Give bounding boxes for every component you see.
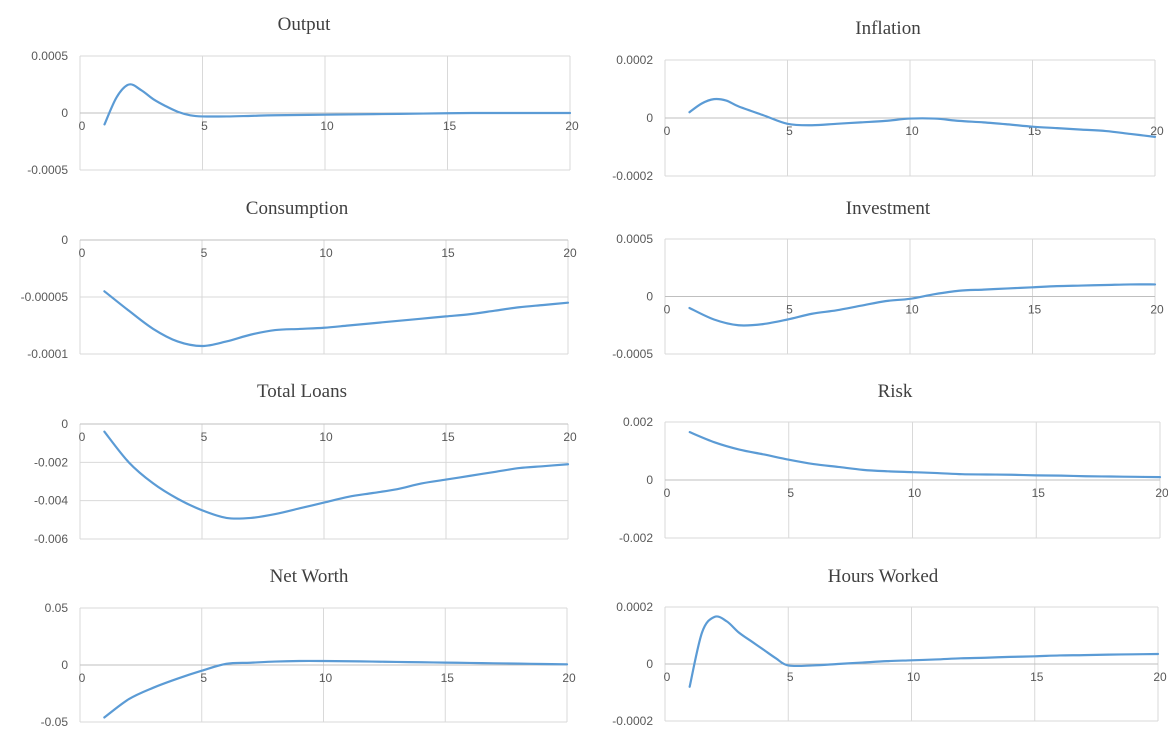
x-tick-label: 0 — [79, 671, 86, 685]
x-tick-label: 15 — [441, 246, 455, 260]
x-tick-label: 0 — [79, 119, 86, 133]
series-line-net-worth — [103, 659, 569, 719]
series-line-inflation — [688, 97, 1157, 138]
y-tick-label: 0.05 — [45, 601, 69, 615]
x-tick-label: 15 — [1032, 486, 1046, 500]
y-tick-label: 0.0005 — [616, 232, 653, 246]
y-tick-label: 0 — [61, 233, 68, 247]
y-tick-label: 0 — [61, 417, 68, 431]
x-tick-label: 0 — [664, 124, 671, 138]
y-tick-label: -0.0002 — [612, 714, 653, 728]
y-tick-label: -0.004 — [34, 494, 68, 508]
panel-investment: Investment 0.0005 0 -0.0005 0 5 10 15 20 — [612, 198, 1164, 361]
panel-risk: Risk 0.002 0 -0.002 0 5 10 15 20 — [619, 381, 1168, 545]
y-tick-label: -0.0002 — [612, 169, 653, 183]
x-tick-label: 5 — [201, 119, 208, 133]
x-tick-label: 20 — [1153, 670, 1167, 684]
panel-hours-worked: Hours Worked 0.0002 0 -0.0002 0 5 10 15 20 — [612, 566, 1167, 728]
series-line-investment — [688, 283, 1157, 327]
x-tick-label: 10 — [319, 671, 333, 685]
panel-net-worth: Net Worth 0.05 0 -0.05 0 5 10 15 20 — [41, 566, 576, 729]
x-tick-label: 5 — [201, 246, 208, 260]
x-tick-label: 0 — [664, 303, 671, 317]
chart-title-net-worth: Net Worth — [270, 566, 349, 587]
x-tick-label: 0 — [79, 246, 86, 260]
series-line-risk — [688, 431, 1162, 479]
x-tick-label: 0 — [664, 670, 671, 684]
y-tick-label: 0 — [61, 106, 68, 120]
x-tick-label: 10 — [908, 486, 922, 500]
x-tick-label: 20 — [565, 119, 579, 133]
y-tick-label: 0.0002 — [616, 600, 653, 614]
x-tick-label: 0 — [664, 486, 671, 500]
x-tick-label: 10 — [319, 246, 333, 260]
chart-title-inflation: Inflation — [855, 18, 921, 39]
chart-title-total-loans: Total Loans — [257, 381, 347, 402]
x-tick-label: 10 — [319, 430, 333, 444]
panel-output: Output 0.0005 0 -0.0005 0 5 10 15 20 — [27, 14, 579, 177]
x-tick-label: 0 — [79, 430, 86, 444]
x-tick-label: 20 — [1155, 486, 1168, 500]
x-tick-label: 20 — [563, 430, 577, 444]
x-tick-label: 10 — [905, 303, 919, 317]
y-tick-label: -0.0001 — [27, 347, 68, 361]
chart-title-consumption: Consumption — [246, 198, 349, 219]
y-tick-label: -0.0005 — [27, 163, 68, 177]
series-line-hours-worked — [688, 615, 1160, 688]
x-tick-label: 10 — [320, 119, 334, 133]
x-tick-label: 15 — [1030, 670, 1044, 684]
chart-title-risk: Risk — [878, 381, 913, 402]
y-tick-label: -0.002 — [619, 531, 653, 545]
x-tick-label: 15 — [443, 119, 457, 133]
x-tick-label: 15 — [441, 671, 455, 685]
y-tick-label: 0.002 — [623, 415, 653, 429]
series-line-output — [103, 83, 572, 126]
x-tick-label: 5 — [200, 671, 207, 685]
x-tick-label: 10 — [907, 670, 921, 684]
y-tick-label: -0.05 — [41, 715, 69, 729]
x-tick-label: 20 — [562, 671, 576, 685]
panel-consumption: Consumption 0 -0.00005 -0.0001 0 5 10 15 20 — [21, 198, 577, 361]
x-tick-label: 15 — [441, 430, 455, 444]
y-tick-label: -0.00005 — [21, 290, 69, 304]
y-tick-label: 0 — [646, 290, 653, 304]
y-tick-label: 0 — [61, 658, 68, 672]
panel-total-loans: Total Loans 0 -0.002 -0.004 -0.006 0 5 10 15 20 — [34, 381, 577, 546]
x-tick-label: 20 — [1150, 124, 1164, 138]
y-tick-label: 0.0002 — [616, 53, 653, 67]
x-tick-label: 5 — [786, 124, 793, 138]
y-tick-label: -0.0005 — [612, 347, 653, 361]
chart-title-output: Output — [278, 14, 332, 35]
y-tick-label: 0.0005 — [31, 49, 68, 63]
y-tick-label: -0.006 — [34, 532, 68, 546]
x-tick-label: 5 — [786, 303, 793, 317]
x-tick-label: 15 — [1028, 303, 1042, 317]
chart-title-investment: Investment — [846, 198, 931, 219]
series-line-total-loans — [103, 430, 570, 520]
chart-title-hours-worked: Hours Worked — [828, 566, 939, 587]
y-tick-label: 0 — [646, 657, 653, 671]
y-tick-label: -0.002 — [34, 455, 68, 469]
x-tick-label: 20 — [563, 246, 577, 260]
x-tick-label: 20 — [1150, 303, 1164, 317]
y-tick-label: 0 — [646, 111, 653, 125]
y-tick-label: 0 — [646, 473, 653, 487]
x-tick-label: 5 — [201, 430, 208, 444]
series-line-consumption — [103, 290, 570, 348]
x-tick-label: 5 — [787, 670, 794, 684]
x-tick-label: 10 — [905, 124, 919, 138]
x-tick-label: 5 — [787, 486, 794, 500]
